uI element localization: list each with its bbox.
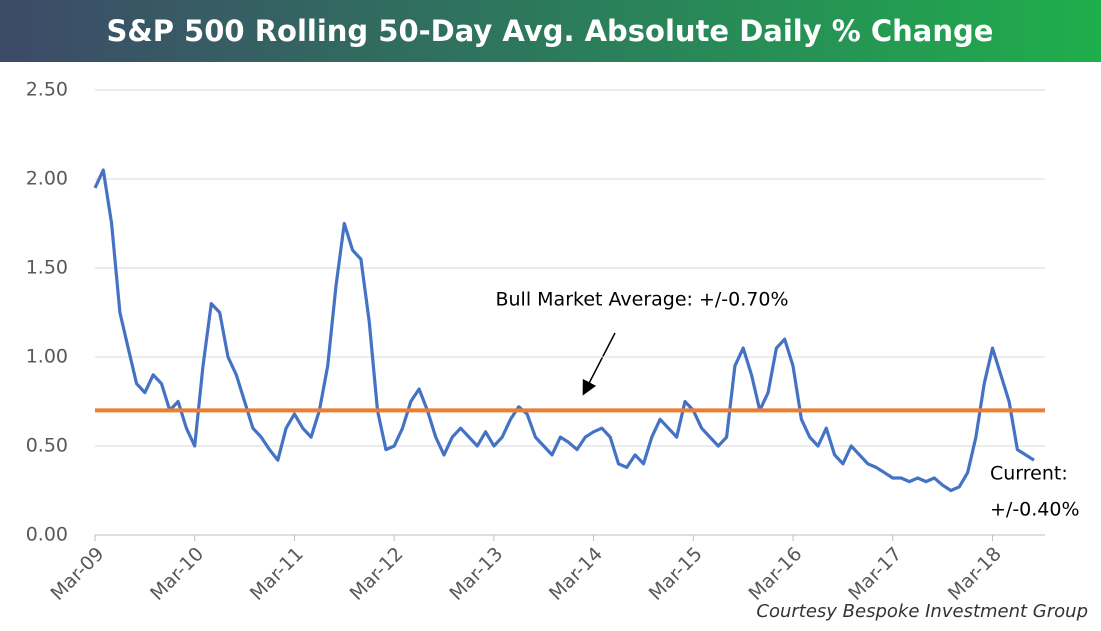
chart-title: S&P 500 Rolling 50-Day Avg. Absolute Dai… bbox=[107, 14, 994, 48]
x-tick-label: Mar-11 bbox=[246, 543, 308, 605]
source: Courtesy Bespoke Investment Group bbox=[756, 601, 1088, 622]
y-tick-label: 1.50 bbox=[26, 257, 68, 279]
x-tick-label: Mar-18 bbox=[944, 543, 1006, 605]
annotation-arrow bbox=[582, 332, 616, 396]
y-tick-label: 0.50 bbox=[26, 435, 68, 457]
annotation: +/-0.40% bbox=[990, 499, 1080, 521]
x-tick-label: Mar-09 bbox=[46, 543, 108, 605]
y-tick-label: 2.00 bbox=[26, 168, 68, 190]
reference-label: Bull Market Average: +/-0.70% bbox=[495, 289, 788, 311]
y-tick-label: 2.50 bbox=[26, 79, 68, 101]
x-tick-label: Mar-16 bbox=[744, 543, 806, 605]
y-tick-label: 1.00 bbox=[26, 346, 68, 368]
title-banner bbox=[0, 0, 1101, 62]
annotation: Current: bbox=[990, 463, 1068, 485]
y-tick-label: 0.00 bbox=[26, 524, 68, 546]
x-tick-label: Mar-10 bbox=[146, 543, 208, 605]
x-tick-label: Mar-12 bbox=[346, 543, 408, 605]
x-tick-label: Mar-13 bbox=[445, 543, 507, 605]
x-tick-label: Mar-15 bbox=[645, 543, 707, 605]
x-tick-label: Mar-14 bbox=[545, 543, 607, 605]
x-tick-label: Mar-17 bbox=[844, 543, 906, 605]
data-line bbox=[93, 168, 1035, 493]
